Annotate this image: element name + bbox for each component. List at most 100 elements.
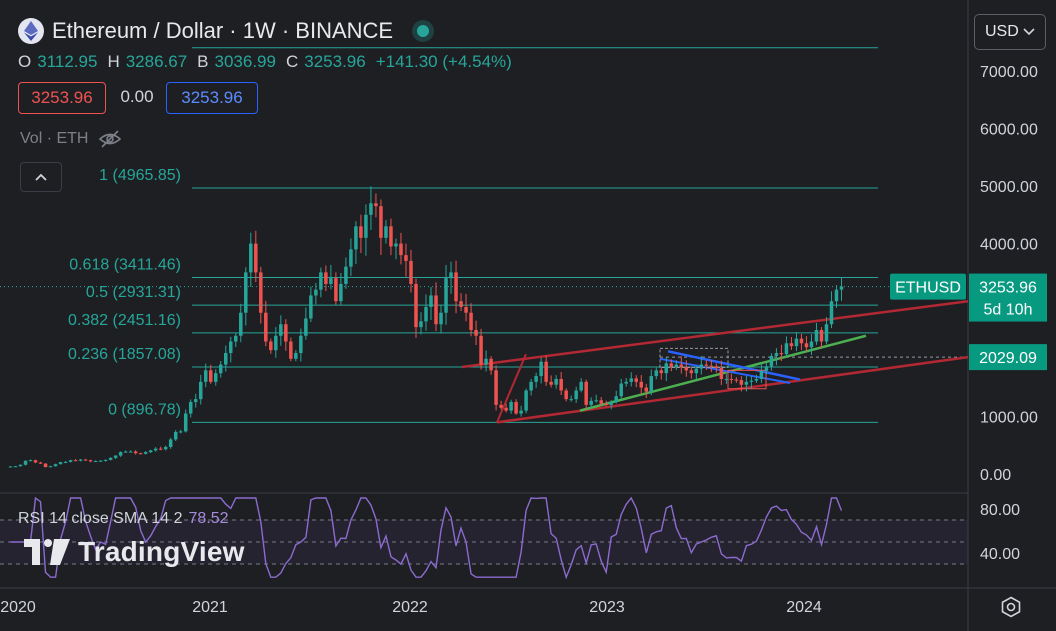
volume-legend[interactable]: Vol · ETH [20, 130, 122, 148]
candle [749, 376, 754, 389]
candle-body [364, 214, 368, 238]
candle [98, 460, 103, 462]
candle-body [254, 243, 258, 273]
candle [654, 367, 659, 380]
fib-label: 0.5 (2931.31) [86, 284, 181, 301]
candle-body [183, 413, 188, 432]
candle-body [354, 226, 358, 250]
candle-body [739, 380, 744, 385]
candle-body [269, 341, 273, 351]
candle [339, 273, 343, 306]
candle-body [384, 226, 388, 238]
collapse-legend-button[interactable] [20, 162, 62, 192]
candle-body [299, 335, 303, 354]
candle [474, 320, 478, 346]
candle-body [839, 286, 844, 290]
candle [43, 463, 48, 468]
candle [699, 356, 704, 375]
candle-body [334, 278, 338, 302]
candle [309, 286, 313, 323]
candle-body [8, 466, 13, 468]
tradingview-watermark[interactable]: TradingView [24, 536, 245, 568]
candle [163, 445, 168, 451]
settings-icon[interactable] [1000, 596, 1022, 618]
market-open-dot-icon [417, 25, 430, 37]
candle-body [719, 368, 724, 379]
x-tick-label: 2021 [192, 599, 228, 616]
candle-body [779, 353, 784, 355]
sell-button[interactable]: 3253.96 [18, 82, 106, 114]
level-price-label: 2029.09 [979, 350, 1037, 367]
candle [173, 429, 178, 442]
candle [153, 447, 158, 452]
symbol-header[interactable]: Ethereum / Dollar · 1W · BINANCE [18, 18, 430, 44]
candle-body [219, 364, 223, 374]
candle [509, 399, 513, 414]
candle-body [654, 370, 659, 377]
candle-body [809, 341, 814, 348]
candle-body [63, 461, 68, 463]
buy-button[interactable]: 3253.96 [166, 82, 258, 114]
candle-body [529, 381, 533, 391]
candle [33, 459, 38, 464]
candle-body [749, 380, 754, 382]
channel-connector-line [496, 353, 527, 423]
candle [48, 465, 53, 468]
candle-body [98, 460, 103, 462]
candle [118, 451, 123, 457]
candle-body [274, 335, 278, 351]
symbol-title[interactable]: Ethereum / Dollar · 1W · BINANCE [52, 18, 394, 43]
rsi-legend[interactable]: RSI 14 close SMA 14 2 78.52 [18, 510, 229, 528]
candle-body [464, 306, 468, 313]
candle-body [499, 404, 503, 408]
eye-off-icon[interactable] [98, 130, 122, 148]
candle-body [224, 353, 228, 365]
candle [674, 360, 679, 371]
candle-body [93, 461, 98, 463]
candle-body [78, 459, 83, 461]
candle [63, 460, 68, 464]
candle [794, 332, 799, 352]
candle-body [48, 466, 53, 468]
fib-label: 0.382 (2451.16) [68, 312, 181, 329]
candle [539, 357, 543, 384]
candle-body [664, 363, 669, 374]
y-tick-label: 0.00 [980, 467, 1011, 484]
candle [429, 286, 433, 320]
candle [544, 355, 548, 386]
rsi-value: 78.52 [188, 510, 229, 527]
candle-body [229, 341, 233, 354]
candle [108, 457, 113, 461]
candle [314, 282, 318, 305]
rsi-pane [0, 496, 968, 580]
ohlc-change: +141.30 (+4.54%) [375, 52, 512, 71]
candle [88, 459, 93, 463]
candle-body [669, 363, 674, 367]
candle [409, 249, 413, 293]
rsi-band-fill [0, 520, 968, 564]
y-tick-label: 4000.00 [980, 237, 1038, 254]
candle [569, 395, 573, 402]
candle [809, 334, 814, 355]
range-box-dashed [659, 347, 729, 368]
currency-select[interactable]: USD [974, 14, 1046, 50]
x-tick-label: 2020 [0, 599, 36, 616]
candle [819, 327, 824, 349]
candle [148, 449, 153, 454]
candle [444, 264, 448, 325]
candle-body [479, 335, 483, 365]
candle-body [579, 381, 583, 391]
candle [329, 264, 333, 290]
candle-body [534, 376, 538, 382]
candle [714, 363, 719, 373]
candle-body [249, 243, 253, 273]
candle [579, 378, 583, 393]
candle-body [829, 301, 834, 325]
candle [694, 365, 699, 380]
candle [449, 261, 453, 294]
candle-body [594, 400, 598, 402]
candle-body [614, 396, 618, 402]
trend-lines [461, 299, 969, 424]
rsi-label: RSI 14 close SMA 14 2 [18, 510, 183, 527]
